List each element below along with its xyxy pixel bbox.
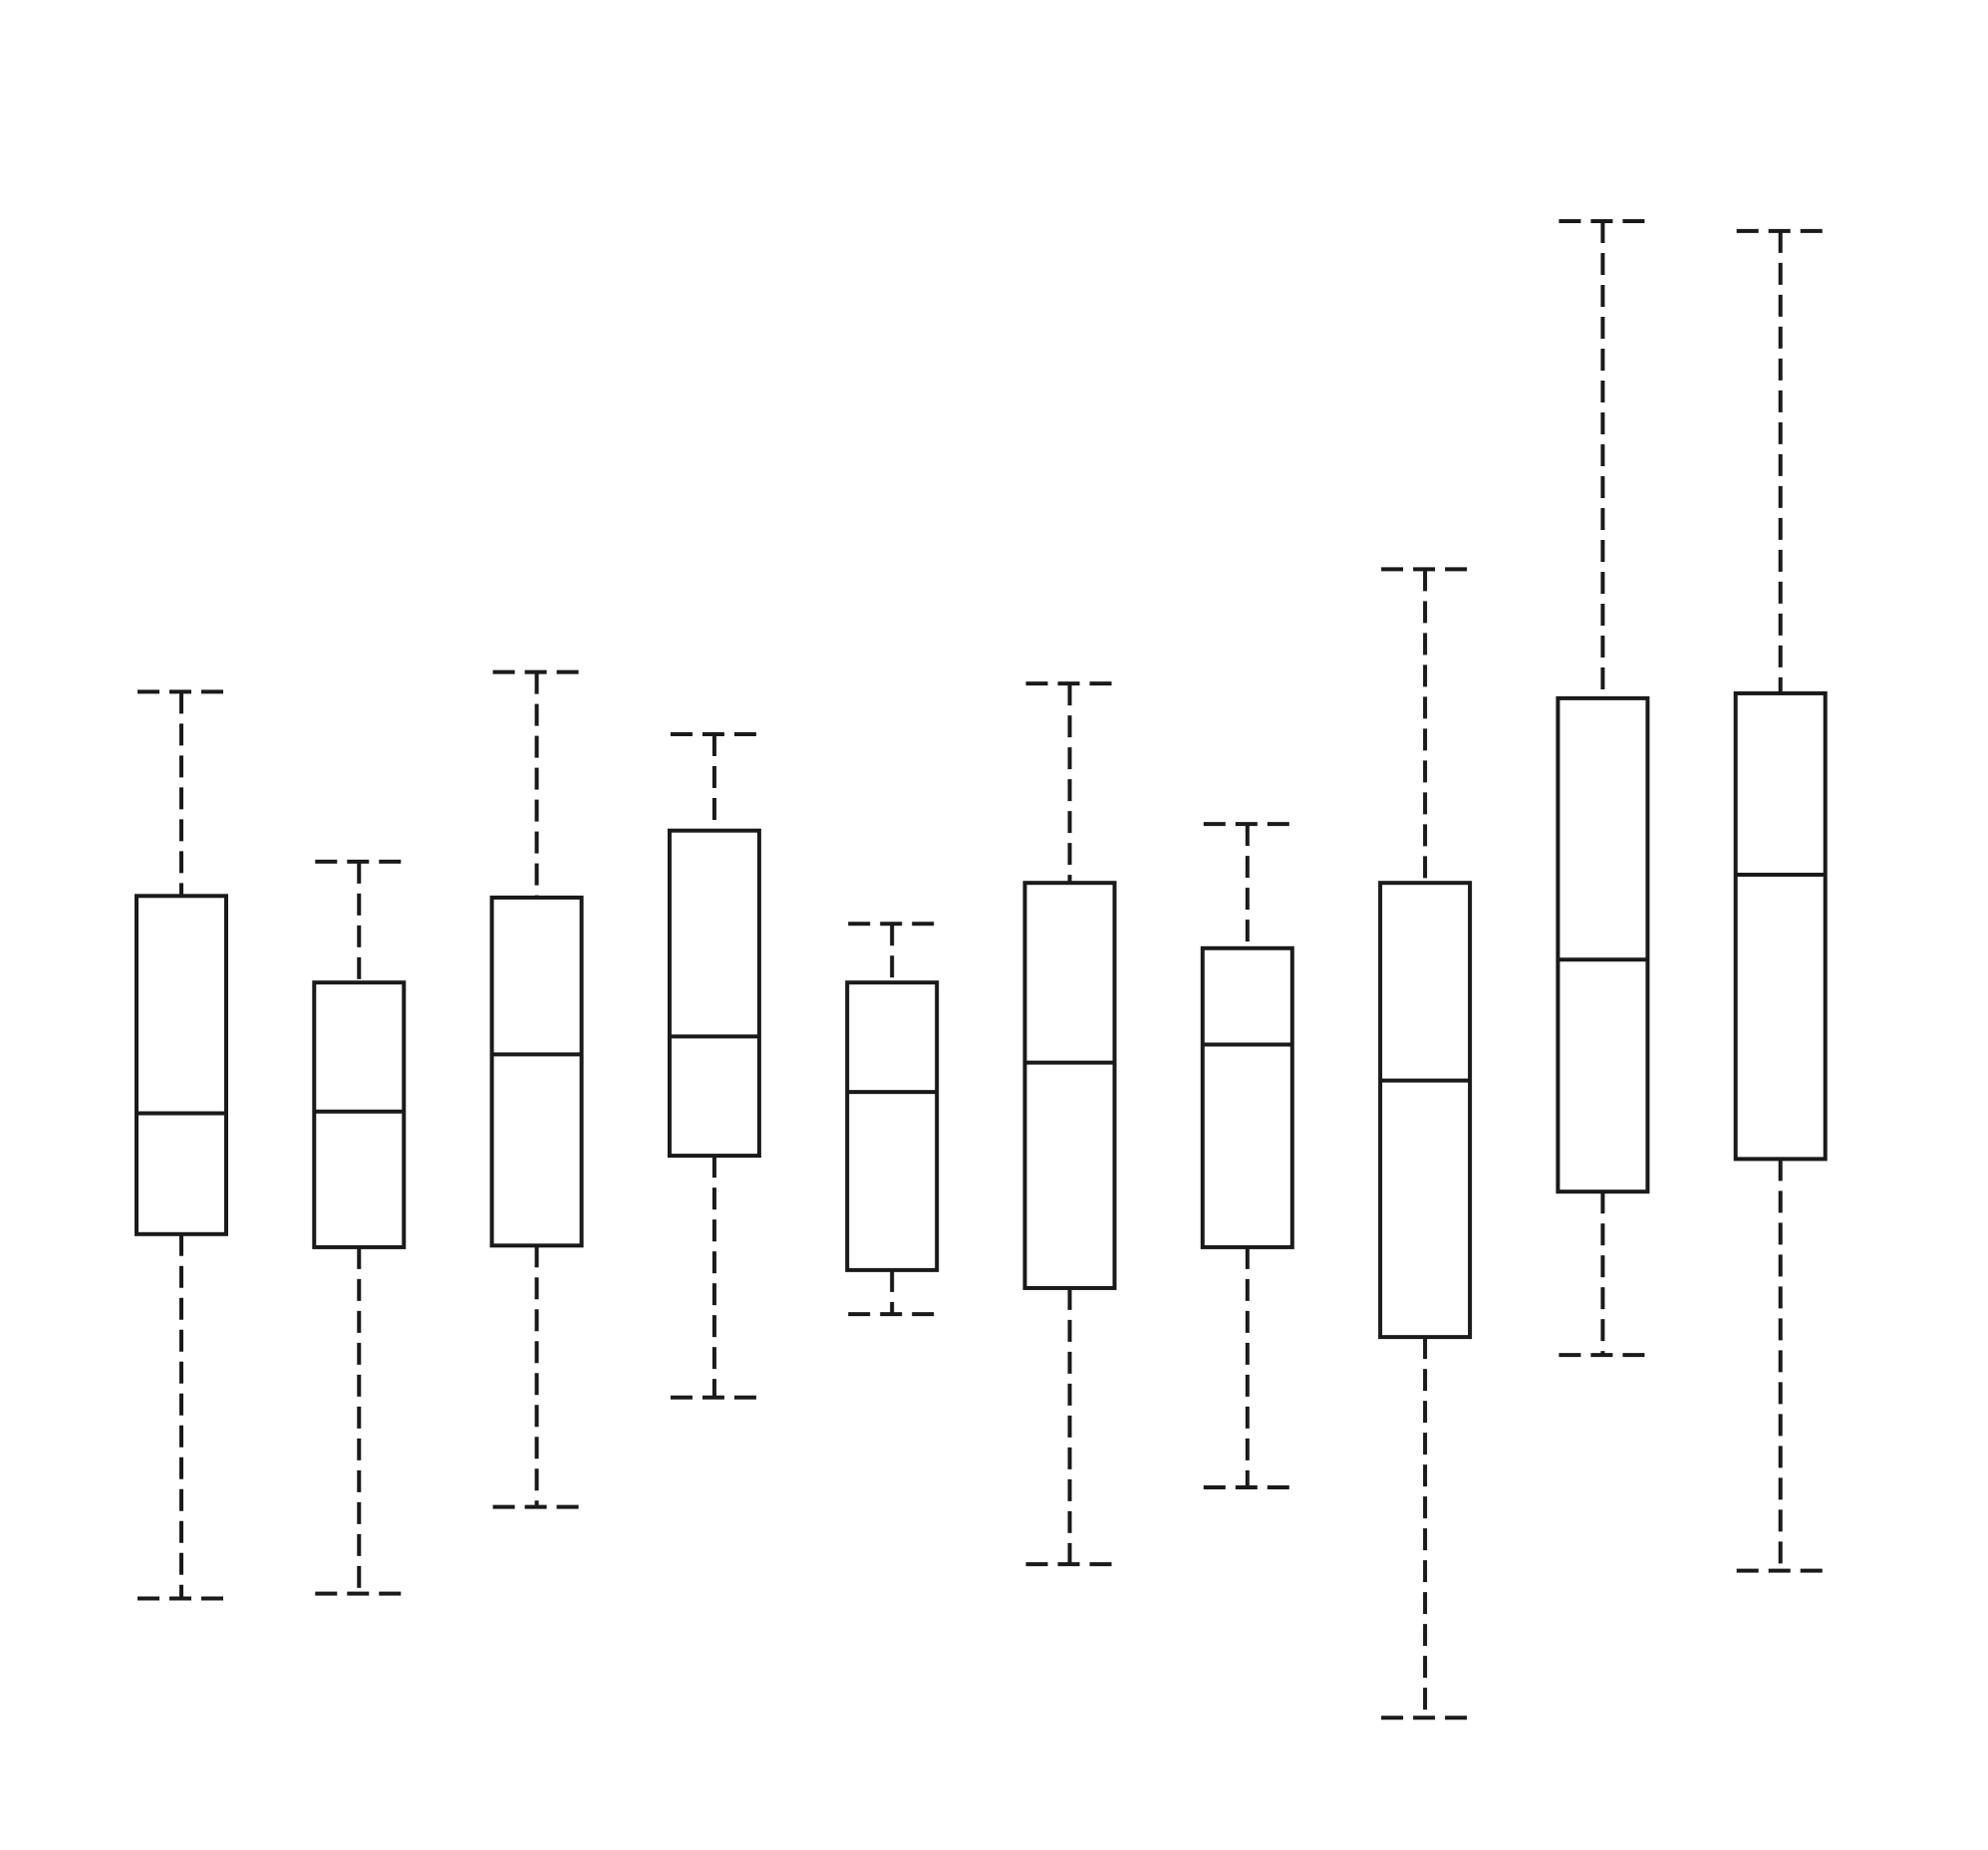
iqr-box [667,828,761,1159]
iqr-box [312,980,407,1249]
box-group [845,922,940,1317]
iqr-box [1556,695,1650,1194]
box-group [1200,822,1294,1489]
iqr-box [489,895,584,1248]
iqr-box [845,980,940,1272]
box-group [1556,219,1650,1358]
box-group [135,689,228,1601]
iqr-box [1378,881,1473,1340]
box-group [489,669,584,1509]
iqr-box [1200,945,1294,1249]
iqr-box [1733,690,1828,1162]
box-group [1022,681,1117,1567]
box-group [667,731,761,1400]
box-group [1733,228,1828,1573]
iqr-box [1022,881,1117,1290]
iqr-box [135,894,228,1236]
box-group [312,859,407,1596]
plot-area [135,219,1828,1720]
box-group [1378,567,1473,1720]
